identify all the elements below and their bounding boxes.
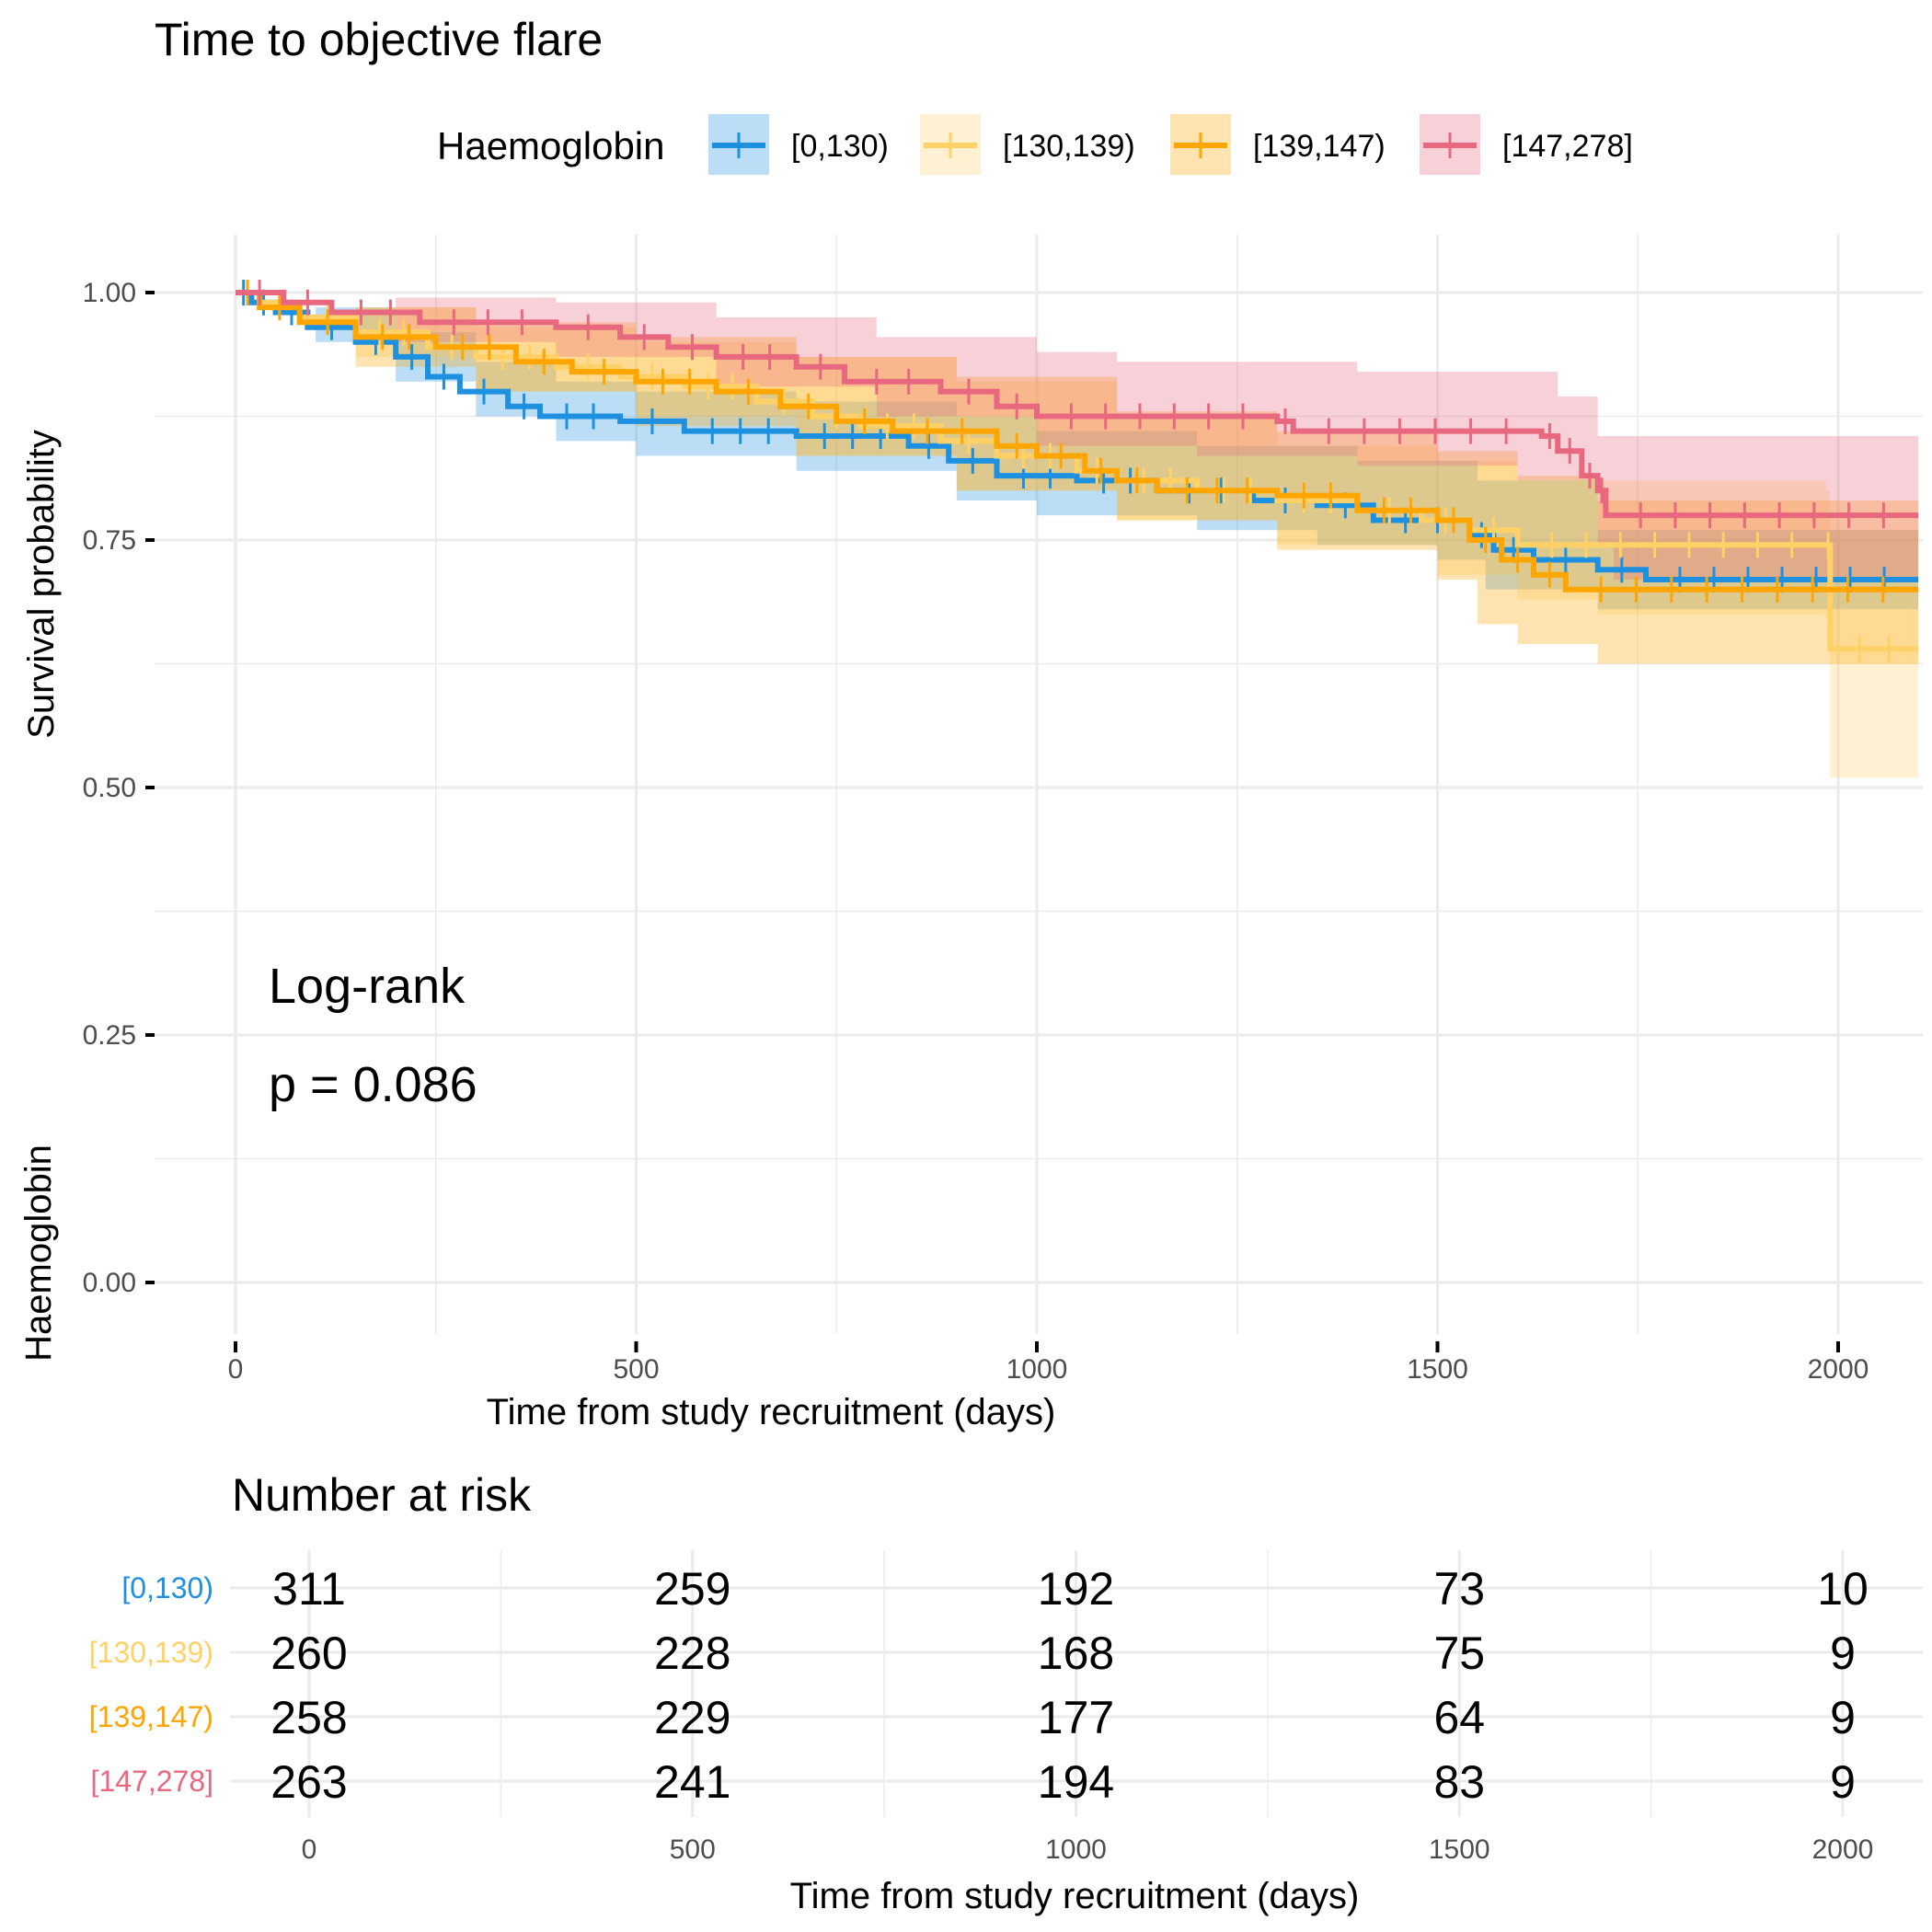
risk-table-x-title: Time from study recruitment (days)	[790, 1876, 1360, 1916]
risk-count: 228	[654, 1627, 730, 1679]
risk-strata-label: [130,139)	[89, 1636, 213, 1669]
curve-[139,147)	[236, 280, 1919, 603]
risk-strata-label: [147,278]	[91, 1765, 213, 1798]
legend: Haemoglobin [0,130) [130,139) [139,147) [14…	[437, 114, 1633, 175]
x-tick-label: 1000	[1006, 1354, 1068, 1385]
survival-curves	[236, 280, 1919, 662]
risk-count: 311	[272, 1563, 346, 1615]
ci-band-3	[236, 293, 1919, 585]
x-tick-label: 1500	[1407, 1354, 1468, 1385]
risk-count: 10	[1817, 1563, 1869, 1615]
x-tick-label: 2000	[1808, 1354, 1869, 1385]
risk-count: 194	[1038, 1756, 1114, 1808]
chart-title: Time to objective flare	[155, 14, 603, 65]
risk-count: 75	[1433, 1627, 1485, 1679]
risk-table-y-title: Haemoglobin	[18, 1144, 59, 1362]
risk-count: 64	[1433, 1692, 1485, 1743]
risk-x-tick-label: 1500	[1429, 1834, 1490, 1865]
risk-count: 260	[270, 1627, 347, 1679]
risk-table-grid	[230, 1550, 1923, 1817]
risk-count: 177	[1038, 1692, 1114, 1743]
curve-[0,130)	[236, 280, 1919, 593]
curve-[147,278]	[236, 280, 1919, 529]
risk-table-title: Number at risk	[232, 1469, 532, 1521]
risk-count: 229	[654, 1692, 730, 1743]
legend-title: Haemoglobin	[437, 124, 665, 167]
x-tick-label: 0	[228, 1354, 244, 1385]
confidence-bands	[236, 293, 1919, 778]
risk-count: 168	[1038, 1627, 1114, 1679]
legend-label-2: [139,147)	[1253, 129, 1386, 164]
ci-band-1	[236, 293, 1919, 778]
y-tick-label: 0.50	[83, 773, 136, 803]
legend-label-3: [147,278]	[1502, 129, 1633, 164]
y-axis-title: Survival probability	[21, 430, 62, 739]
survival-line	[236, 290, 1919, 592]
y-tick-label: 0.25	[83, 1020, 136, 1051]
legend-label-0: [0,130)	[791, 129, 889, 164]
y-tick-label: 0.75	[83, 525, 136, 556]
risk-table: [0,130) 311 259 192 73 10 [130,139) 260 228 168 75…	[89, 1563, 1874, 1865]
main-axes: 0.00 0.25 0.50 0.75 1.00 0 500 1000 1500 2000	[83, 278, 1869, 1385]
risk-count: 192	[1038, 1563, 1114, 1615]
risk-count: 258	[270, 1692, 347, 1743]
risk-count: 73	[1433, 1563, 1485, 1615]
risk-count: 263	[270, 1756, 347, 1808]
legend-label-1: [130,139)	[1003, 129, 1135, 164]
risk-count: 9	[1830, 1756, 1856, 1808]
risk-x-tick-label: 2000	[1812, 1834, 1874, 1865]
x-axis-title: Time from study recruitment (days)	[487, 1392, 1056, 1432]
x-tick-label: 500	[613, 1354, 659, 1385]
risk-x-tick-label: 500	[670, 1834, 716, 1865]
risk-count: 9	[1830, 1692, 1856, 1743]
risk-strata-label: [139,147)	[89, 1700, 213, 1733]
y-tick-label: 0.00	[83, 1268, 136, 1298]
risk-count: 9	[1830, 1627, 1856, 1679]
p-value-label: p = 0.086	[269, 1057, 477, 1112]
y-tick-label: 1.00	[83, 278, 136, 308]
main-grid	[155, 235, 1923, 1334]
risk-count: 83	[1433, 1756, 1485, 1808]
risk-count: 241	[654, 1756, 730, 1808]
risk-x-tick-label: 1000	[1045, 1834, 1107, 1865]
risk-strata-label: [0,130)	[121, 1571, 213, 1604]
risk-count: 259	[654, 1563, 730, 1615]
risk-x-tick-label: 0	[302, 1834, 317, 1865]
logrank-label: Log-rank	[269, 959, 466, 1014]
